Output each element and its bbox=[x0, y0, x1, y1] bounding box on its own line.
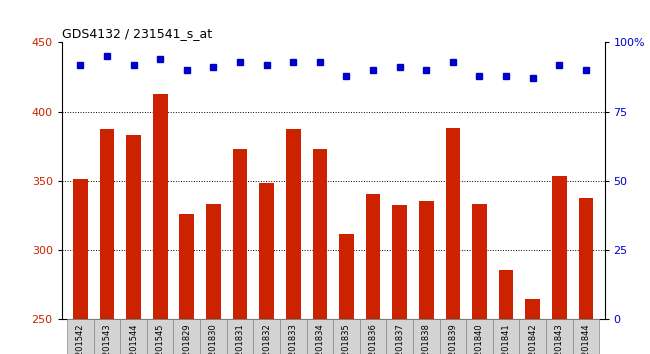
Text: GSM201838: GSM201838 bbox=[422, 323, 431, 354]
Text: GSM201542: GSM201542 bbox=[76, 323, 85, 354]
Bar bbox=[445, 128, 460, 319]
Bar bbox=[259, 183, 274, 319]
Bar bbox=[147, 319, 174, 354]
Text: GSM201841: GSM201841 bbox=[502, 323, 510, 354]
Text: GSM201834: GSM201834 bbox=[315, 323, 324, 354]
Bar bbox=[493, 319, 519, 354]
Bar bbox=[174, 319, 200, 354]
Bar bbox=[393, 205, 407, 319]
Bar bbox=[359, 319, 386, 354]
Text: GSM201830: GSM201830 bbox=[209, 323, 218, 354]
Text: GSM201843: GSM201843 bbox=[554, 323, 564, 354]
Text: GSM201835: GSM201835 bbox=[342, 323, 351, 354]
Text: GSM201836: GSM201836 bbox=[369, 323, 378, 354]
Bar bbox=[307, 319, 333, 354]
Text: GSM201832: GSM201832 bbox=[262, 323, 271, 354]
Bar bbox=[67, 319, 94, 354]
Bar bbox=[472, 204, 487, 319]
Bar bbox=[439, 319, 466, 354]
Bar bbox=[227, 319, 254, 354]
Text: GSM201544: GSM201544 bbox=[129, 323, 138, 354]
Bar bbox=[525, 299, 540, 319]
Text: GSM201840: GSM201840 bbox=[475, 323, 484, 354]
Bar bbox=[386, 319, 413, 354]
Bar bbox=[552, 176, 567, 319]
Text: GDS4132 / 231541_s_at: GDS4132 / 231541_s_at bbox=[62, 27, 212, 40]
Bar bbox=[578, 199, 593, 319]
Bar bbox=[120, 319, 147, 354]
Bar bbox=[366, 194, 380, 319]
Text: GSM201844: GSM201844 bbox=[581, 323, 590, 354]
Text: GSM201831: GSM201831 bbox=[235, 323, 244, 354]
Bar bbox=[99, 130, 114, 319]
Bar bbox=[286, 130, 300, 319]
Bar bbox=[339, 234, 354, 319]
Bar bbox=[126, 135, 141, 319]
Text: GSM201839: GSM201839 bbox=[448, 323, 458, 354]
Bar bbox=[466, 319, 493, 354]
Bar bbox=[313, 149, 327, 319]
Bar bbox=[179, 214, 194, 319]
Bar bbox=[200, 319, 227, 354]
Bar bbox=[519, 319, 546, 354]
Bar bbox=[573, 319, 599, 354]
Bar bbox=[280, 319, 307, 354]
Text: GSM201829: GSM201829 bbox=[182, 323, 191, 354]
Bar bbox=[419, 201, 434, 319]
Bar bbox=[233, 149, 247, 319]
Text: GSM201833: GSM201833 bbox=[289, 323, 298, 354]
Bar bbox=[333, 319, 359, 354]
Text: GSM201543: GSM201543 bbox=[103, 323, 112, 354]
Text: GSM201837: GSM201837 bbox=[395, 323, 404, 354]
Bar bbox=[94, 319, 120, 354]
Bar bbox=[206, 204, 221, 319]
Bar bbox=[73, 179, 88, 319]
Bar bbox=[546, 319, 573, 354]
Bar bbox=[499, 270, 514, 319]
Bar bbox=[153, 93, 168, 319]
Bar bbox=[413, 319, 439, 354]
Text: GSM201842: GSM201842 bbox=[528, 323, 537, 354]
Text: GSM201545: GSM201545 bbox=[156, 323, 164, 354]
Bar bbox=[254, 319, 280, 354]
